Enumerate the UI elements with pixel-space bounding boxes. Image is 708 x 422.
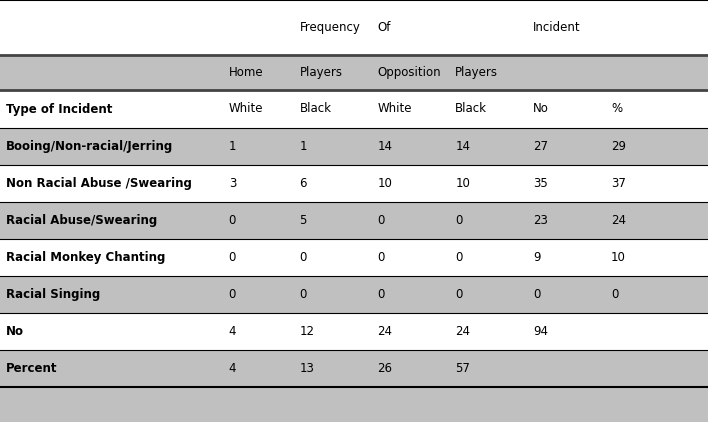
Text: 0: 0: [299, 288, 307, 301]
Bar: [0, 0, 708, 55]
Text: 24: 24: [611, 214, 626, 227]
Text: 0: 0: [455, 251, 462, 264]
Text: No: No: [533, 103, 549, 116]
Text: Racial Monkey Chanting: Racial Monkey Chanting: [6, 251, 165, 264]
Text: 5: 5: [299, 214, 307, 227]
Text: 23: 23: [533, 214, 548, 227]
Bar: [0, 239, 708, 276]
Text: 94: 94: [533, 325, 548, 338]
Text: 0: 0: [455, 288, 462, 301]
Bar: [0, 90, 708, 128]
Text: Frequency: Frequency: [299, 21, 360, 34]
Text: 0: 0: [455, 214, 462, 227]
Text: Opposition: Opposition: [377, 66, 441, 79]
Text: Incident: Incident: [533, 21, 581, 34]
Text: Of: Of: [377, 21, 391, 34]
Bar: [0, 165, 708, 202]
Text: 6: 6: [299, 177, 307, 190]
Text: Non Racial Abuse /Swearing: Non Racial Abuse /Swearing: [6, 177, 192, 190]
Text: %: %: [611, 103, 622, 116]
Text: 3: 3: [229, 177, 236, 190]
Text: Players: Players: [455, 66, 498, 79]
Text: 10: 10: [455, 177, 470, 190]
Text: 0: 0: [377, 288, 384, 301]
Text: 4: 4: [229, 325, 236, 338]
Text: 27: 27: [533, 140, 548, 153]
Text: 1: 1: [299, 140, 307, 153]
Text: 13: 13: [299, 362, 314, 375]
Text: 4: 4: [229, 362, 236, 375]
Text: Black: Black: [455, 103, 487, 116]
Text: No: No: [6, 325, 23, 338]
Text: 0: 0: [229, 288, 236, 301]
Text: 26: 26: [377, 362, 392, 375]
Text: 29: 29: [611, 140, 626, 153]
Text: Racial Singing: Racial Singing: [6, 288, 100, 301]
Text: Percent: Percent: [6, 362, 57, 375]
Text: 12: 12: [299, 325, 314, 338]
Text: 0: 0: [229, 214, 236, 227]
Text: 14: 14: [455, 140, 470, 153]
Text: 0: 0: [377, 214, 384, 227]
Bar: [0, 128, 708, 165]
Text: 1: 1: [229, 140, 236, 153]
Bar: [0, 350, 708, 387]
Text: 0: 0: [611, 288, 618, 301]
Text: Black: Black: [299, 103, 331, 116]
Bar: [0, 276, 708, 313]
Text: 35: 35: [533, 177, 548, 190]
Bar: [0, 202, 708, 239]
Text: 10: 10: [377, 177, 392, 190]
Text: 0: 0: [377, 251, 384, 264]
Text: 0: 0: [533, 288, 540, 301]
Text: Players: Players: [299, 66, 343, 79]
Text: White: White: [229, 103, 263, 116]
Text: 24: 24: [377, 325, 392, 338]
Text: 14: 14: [377, 140, 392, 153]
Text: White: White: [377, 103, 412, 116]
Text: 10: 10: [611, 251, 626, 264]
Bar: [0, 55, 708, 90]
Text: Type of Incident: Type of Incident: [6, 103, 112, 116]
Text: 57: 57: [455, 362, 470, 375]
Text: 9: 9: [533, 251, 541, 264]
Text: 0: 0: [299, 251, 307, 264]
Text: Racial Abuse/Swearing: Racial Abuse/Swearing: [6, 214, 157, 227]
Bar: [0, 313, 708, 350]
Text: 37: 37: [611, 177, 626, 190]
Text: Home: Home: [229, 66, 263, 79]
Text: 24: 24: [455, 325, 470, 338]
Text: 0: 0: [229, 251, 236, 264]
Text: Booing/Non-racial/Jerring: Booing/Non-racial/Jerring: [6, 140, 173, 153]
